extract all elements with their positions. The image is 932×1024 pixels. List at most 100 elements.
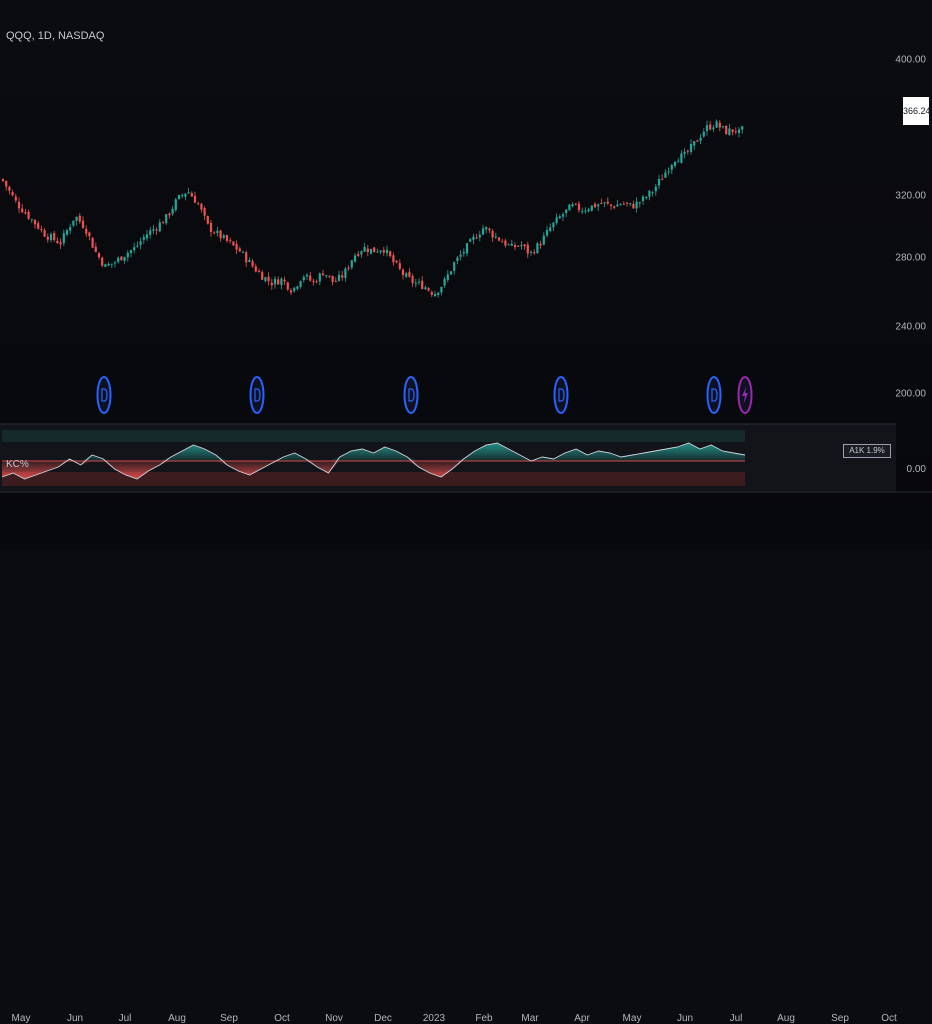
candle bbox=[197, 203, 200, 205]
candle bbox=[59, 242, 62, 245]
candle bbox=[718, 122, 721, 128]
candle bbox=[200, 203, 203, 210]
candle bbox=[654, 186, 657, 192]
candle bbox=[680, 153, 683, 163]
indicator-line bbox=[1, 442, 746, 480]
candle bbox=[481, 228, 485, 235]
candle bbox=[251, 261, 254, 267]
last-price-badge: 366.24 bbox=[903, 97, 931, 125]
candle bbox=[456, 257, 459, 262]
candle bbox=[344, 268, 347, 278]
candle bbox=[30, 219, 33, 221]
candle bbox=[446, 274, 449, 280]
candle bbox=[677, 161, 680, 163]
candle bbox=[1, 179, 5, 181]
candle bbox=[193, 195, 197, 203]
candle bbox=[331, 275, 334, 282]
candle bbox=[78, 215, 81, 222]
candle bbox=[341, 275, 344, 278]
candle bbox=[408, 271, 411, 277]
candle bbox=[174, 199, 177, 210]
dividend-marker[interactable] bbox=[249, 376, 265, 414]
dividend-marker[interactable] bbox=[706, 376, 722, 414]
price-scale[interactable]: 400.00 320.00 280.00 240.00 200.00 bbox=[895, 0, 932, 500]
candle bbox=[536, 243, 539, 254]
candle bbox=[523, 244, 526, 247]
dividend-marker[interactable] bbox=[553, 376, 569, 414]
candle bbox=[734, 131, 737, 133]
candle bbox=[149, 230, 152, 235]
candle bbox=[8, 186, 11, 191]
candle bbox=[325, 275, 328, 277]
candle bbox=[606, 201, 609, 204]
candle bbox=[667, 171, 670, 173]
candle bbox=[517, 245, 520, 247]
candle bbox=[552, 222, 555, 228]
candle bbox=[699, 137, 702, 141]
candles-group bbox=[1, 119, 744, 298]
candle bbox=[725, 125, 728, 135]
indicator-label[interactable]: KC% bbox=[6, 459, 29, 470]
candle bbox=[136, 245, 139, 247]
candle bbox=[565, 209, 568, 213]
month-tick: Nov bbox=[325, 1013, 343, 1024]
candle bbox=[533, 252, 536, 254]
candle bbox=[430, 291, 433, 295]
candle bbox=[219, 230, 222, 239]
candle bbox=[123, 256, 126, 261]
candle bbox=[657, 178, 661, 186]
candle bbox=[469, 239, 472, 242]
candle bbox=[574, 203, 577, 205]
month-tick: Apr bbox=[574, 1013, 590, 1024]
candle bbox=[622, 203, 625, 205]
candle bbox=[302, 276, 305, 281]
candle bbox=[587, 209, 590, 212]
candle bbox=[5, 180, 8, 187]
candle bbox=[248, 260, 251, 262]
candle bbox=[443, 278, 446, 286]
candle bbox=[235, 243, 238, 250]
lightning-icon bbox=[742, 386, 748, 404]
candle bbox=[462, 251, 465, 254]
candle bbox=[81, 220, 85, 228]
candle bbox=[568, 204, 571, 211]
dividend-icon bbox=[408, 388, 415, 402]
candle bbox=[561, 214, 565, 217]
candle bbox=[62, 233, 65, 244]
candle bbox=[529, 251, 533, 253]
candle bbox=[600, 203, 603, 205]
candle bbox=[616, 204, 619, 207]
candle bbox=[49, 234, 53, 241]
candle bbox=[712, 127, 715, 130]
symbol-title[interactable]: QQQ, 1D, NASDAQ bbox=[6, 30, 105, 42]
dividend-marker[interactable] bbox=[96, 376, 112, 414]
candle bbox=[110, 263, 113, 265]
chart-svg[interactable] bbox=[0, 0, 932, 550]
candle bbox=[520, 245, 523, 247]
candle bbox=[494, 236, 497, 238]
month-tick: Jul bbox=[118, 1013, 132, 1024]
candle bbox=[670, 164, 673, 170]
dividend-marker[interactable] bbox=[403, 376, 419, 414]
candle bbox=[270, 282, 273, 286]
candle bbox=[507, 244, 510, 246]
month-tick: May bbox=[622, 1013, 642, 1024]
candle bbox=[161, 222, 165, 224]
month-tick: Dec bbox=[374, 1013, 392, 1024]
candle bbox=[309, 275, 312, 281]
candle bbox=[155, 229, 158, 231]
time-axis[interactable]: May Jun Jul Aug Sep Oct Nov Dec 2023 Feb… bbox=[0, 500, 932, 1024]
candle bbox=[392, 255, 395, 263]
candle bbox=[366, 248, 369, 253]
split-marker[interactable] bbox=[737, 376, 753, 414]
candle bbox=[433, 293, 437, 297]
candle bbox=[117, 257, 120, 262]
indicator-group bbox=[1, 430, 746, 486]
candle bbox=[395, 260, 398, 263]
candle bbox=[56, 240, 59, 244]
month-tick: Sep bbox=[831, 1013, 849, 1024]
candle bbox=[264, 277, 267, 282]
candle bbox=[689, 144, 693, 152]
indicator-value-badge: A1K 1.9% bbox=[843, 444, 891, 458]
